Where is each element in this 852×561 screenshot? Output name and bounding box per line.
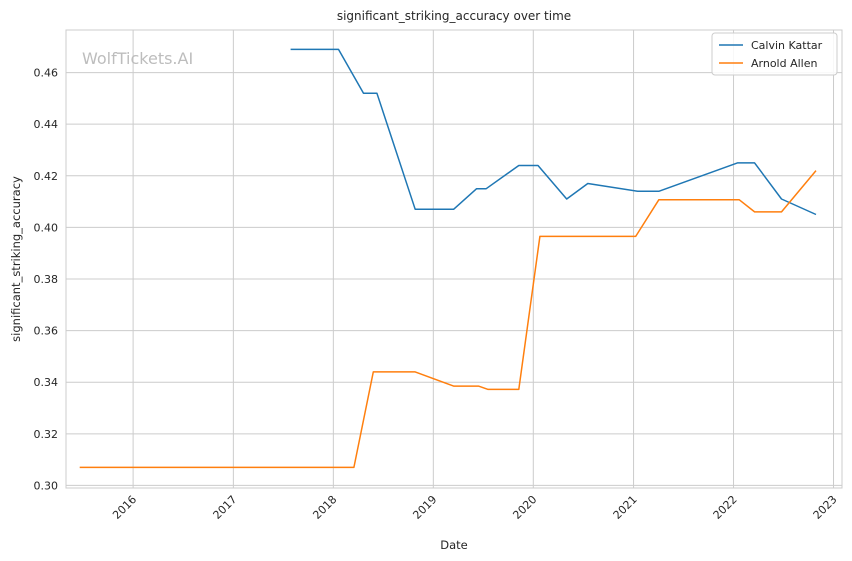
legend: Calvin Kattar Arnold Allen <box>711 32 838 76</box>
series-layer <box>79 48 817 469</box>
y-tick-label: 0.36 <box>34 325 59 338</box>
series-line-0 <box>290 48 817 216</box>
grid-lines <box>66 30 842 488</box>
watermark-text: WolfTickets.AI <box>82 49 193 68</box>
y-tick-label: 0.34 <box>34 376 59 389</box>
y-tick-label: 0.44 <box>34 118 59 131</box>
y-tick-label: 0.40 <box>34 221 59 234</box>
legend-label-0: Calvin Kattar <box>751 39 823 52</box>
x-axis-label: Date <box>440 538 468 552</box>
legend-box <box>711 32 838 76</box>
y-axis-ticks: 0.30 0.32 0.34 0.36 0.38 0.40 0.42 0.44 0.46 <box>34 67 59 493</box>
y-tick-label: 0.42 <box>34 170 59 183</box>
chart-title: significant_striking_accuracy over time <box>337 9 571 23</box>
y-axis-label: significant_striking_accuracy <box>9 176 23 342</box>
plot-area <box>65 29 843 489</box>
series-line-1 <box>79 170 817 469</box>
legend-label-1: Arnold Allen <box>751 57 817 70</box>
y-tick-label: 0.46 <box>34 67 59 80</box>
plot-border <box>65 29 843 489</box>
y-tick-label: 0.30 <box>34 479 59 492</box>
y-tick-label: 0.32 <box>34 428 59 441</box>
y-tick-label: 0.38 <box>34 273 59 286</box>
